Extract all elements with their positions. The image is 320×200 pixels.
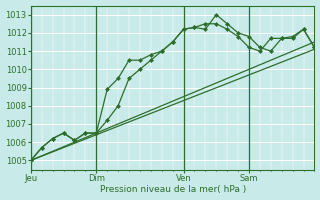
X-axis label: Pression niveau de la mer( hPa ): Pression niveau de la mer( hPa ) <box>100 185 246 194</box>
